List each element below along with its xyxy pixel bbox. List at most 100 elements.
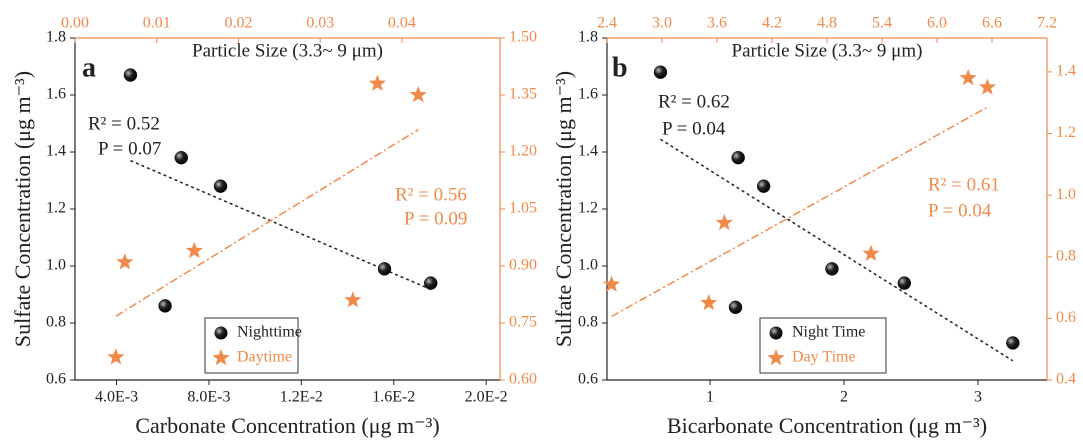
tick-label: 0.6 bbox=[46, 371, 66, 388]
point bbox=[603, 275, 621, 292]
annotation: R² = 0.56 bbox=[395, 184, 467, 205]
tick-label: 5.4 bbox=[872, 15, 892, 32]
tick-label: 6.0 bbox=[927, 15, 947, 32]
axis-title: Bicarbonate Concentration (μg m⁻³) bbox=[667, 413, 987, 438]
tick-label: 0.60 bbox=[509, 371, 537, 388]
point bbox=[409, 86, 427, 103]
point bbox=[213, 179, 228, 193]
tick-label: 1.8 bbox=[578, 29, 598, 46]
point bbox=[653, 65, 668, 79]
tick-label: 1.05 bbox=[509, 200, 537, 217]
tick-label: 2 bbox=[840, 389, 848, 406]
point bbox=[1006, 336, 1020, 350]
tick-label: 1.6 bbox=[578, 86, 598, 103]
tick-label: 3.6 bbox=[707, 15, 727, 32]
point bbox=[862, 244, 880, 261]
tick-label: 2.0E-2 bbox=[465, 389, 508, 406]
axis-title: Carbonate Concentration (μg m⁻³) bbox=[135, 413, 439, 438]
legend-marker bbox=[767, 349, 785, 366]
tick-label: 2.4 bbox=[597, 15, 617, 32]
legend-label: Day Time bbox=[792, 349, 856, 366]
axis-title: Sulfate Concentration (μg m⁻³) bbox=[10, 71, 35, 347]
tick-label: 0.8 bbox=[1056, 247, 1076, 264]
tick-label: 0.00 bbox=[61, 15, 89, 32]
annotation: R² = 0.52 bbox=[88, 113, 160, 134]
tick-label: 1.2 bbox=[578, 200, 598, 217]
annotation: P = 0.09 bbox=[404, 208, 467, 229]
tick-label: 0.01 bbox=[143, 15, 171, 32]
tick-label: 1.2E-2 bbox=[280, 389, 323, 406]
point bbox=[158, 299, 172, 313]
point bbox=[700, 294, 718, 311]
tick-label: 1.6E-2 bbox=[372, 389, 415, 406]
annotation: P = 0.04 bbox=[928, 200, 992, 221]
legend-label: Night Time bbox=[792, 324, 865, 341]
point bbox=[423, 276, 438, 290]
tick-label: 3.0 bbox=[652, 15, 672, 32]
axis-title: Sulfate Concentration (μg m⁻³) bbox=[551, 71, 576, 347]
legend-marker bbox=[212, 349, 230, 366]
point bbox=[107, 348, 125, 365]
tick-label: 1.50 bbox=[509, 29, 537, 46]
tick-label: 1.2 bbox=[1056, 124, 1076, 141]
point bbox=[825, 262, 839, 276]
tick-label: 1.4 bbox=[46, 143, 66, 160]
tick-label: 1 bbox=[706, 389, 714, 406]
tick-label: 1.4 bbox=[578, 143, 598, 160]
annotation: R² = 0.61 bbox=[928, 174, 1000, 195]
tick-label: 0.8 bbox=[46, 314, 66, 331]
point bbox=[715, 213, 733, 231]
tick-label: 0.8 bbox=[578, 314, 598, 331]
tick-label: 0.90 bbox=[509, 257, 537, 274]
fit-line bbox=[611, 106, 988, 318]
legend-marker bbox=[769, 326, 783, 340]
tick-label: 6.6 bbox=[982, 15, 1002, 32]
point bbox=[116, 253, 134, 270]
tick-label: 3 bbox=[974, 389, 982, 406]
legend-box bbox=[759, 317, 887, 374]
tick-label: 0.6 bbox=[1056, 309, 1076, 326]
point bbox=[185, 241, 203, 259]
tick-label: 1.0 bbox=[578, 257, 598, 274]
point bbox=[174, 150, 188, 165]
legend-label: Daytime bbox=[237, 349, 292, 366]
tick-label: 0.75 bbox=[509, 314, 537, 331]
tick-label: 7.2 bbox=[1037, 15, 1057, 32]
point bbox=[368, 74, 386, 91]
legend-marker bbox=[214, 326, 228, 340]
point bbox=[728, 300, 743, 315]
tick-label: 4.8 bbox=[817, 15, 837, 32]
point bbox=[731, 150, 745, 165]
fit-line bbox=[115, 128, 419, 317]
tick-label: 1.20 bbox=[509, 143, 537, 160]
tick-label: 4.2 bbox=[762, 15, 782, 32]
tick-label: 0.03 bbox=[306, 15, 334, 32]
annotation: P = 0.04 bbox=[662, 118, 726, 139]
tick-label: 1.0 bbox=[1056, 186, 1076, 203]
tick-label: 0.02 bbox=[224, 15, 252, 32]
legend-label: Nighttime bbox=[237, 324, 302, 341]
point bbox=[344, 291, 362, 308]
point bbox=[897, 276, 912, 290]
tick-label: 0.4 bbox=[1056, 371, 1076, 388]
plot-title: Particle Size (3.3~ 9 μm) bbox=[192, 40, 383, 61]
tick-label: 1.8 bbox=[46, 29, 66, 46]
point bbox=[978, 78, 996, 95]
tick-label: 1.2 bbox=[46, 200, 66, 217]
tick-label: 0.6 bbox=[578, 371, 598, 388]
tick-label: 0.04 bbox=[388, 15, 416, 32]
tick-label: 8.0E-3 bbox=[187, 389, 230, 406]
tick-label: 1.4 bbox=[1056, 63, 1076, 80]
point bbox=[377, 262, 392, 276]
point bbox=[959, 69, 977, 86]
panel-label: a bbox=[82, 52, 96, 83]
point bbox=[123, 68, 138, 82]
tick-label: 4.0E-3 bbox=[95, 389, 138, 406]
tick-label: 1.6 bbox=[46, 86, 66, 103]
point bbox=[756, 179, 771, 193]
annotation: R² = 0.62 bbox=[658, 91, 730, 112]
tick-label: 1.35 bbox=[509, 86, 537, 103]
plot-title: Particle Size (3.3~ 9 μm) bbox=[732, 40, 923, 61]
annotation: P = 0.07 bbox=[98, 138, 161, 159]
